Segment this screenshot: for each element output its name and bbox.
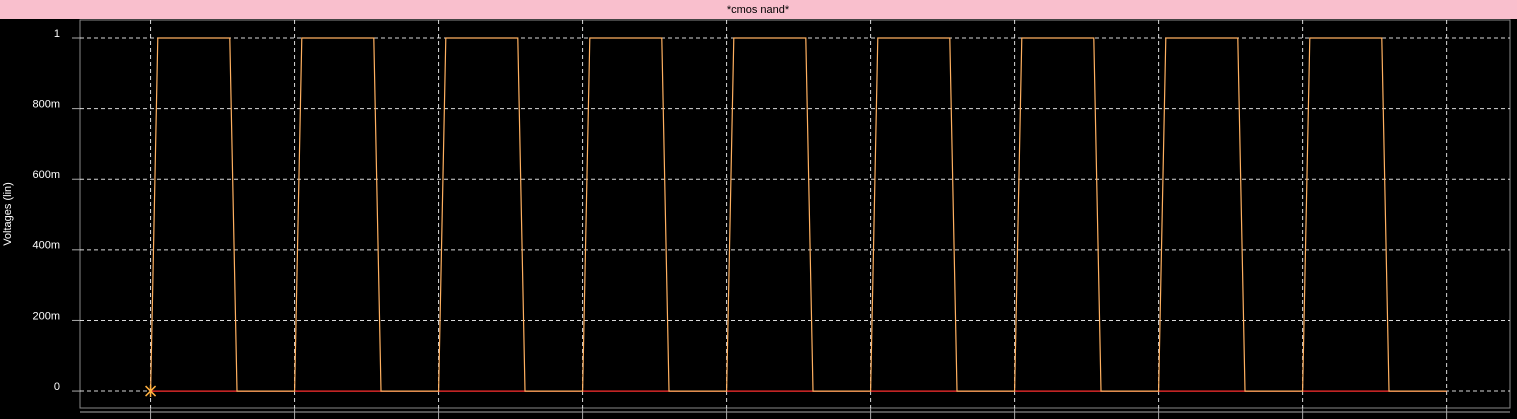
cursor-marker (145, 385, 157, 398)
y-tick-label: 1 (54, 28, 60, 40)
y-tick-label: 400m (32, 240, 60, 252)
chart-title: *cmos nand* (727, 4, 790, 16)
y-tick-label: 600m (32, 169, 60, 181)
y-tick-label: 0 (54, 381, 60, 393)
y-tick-label: 800m (32, 99, 60, 111)
waveform (150, 37, 1447, 392)
plot-area (79, 19, 1511, 409)
y-tick-label: 200m (32, 310, 60, 322)
title-bar (0, 0, 1517, 19)
y-axis-label: Voltages (lin) (2, 182, 14, 246)
